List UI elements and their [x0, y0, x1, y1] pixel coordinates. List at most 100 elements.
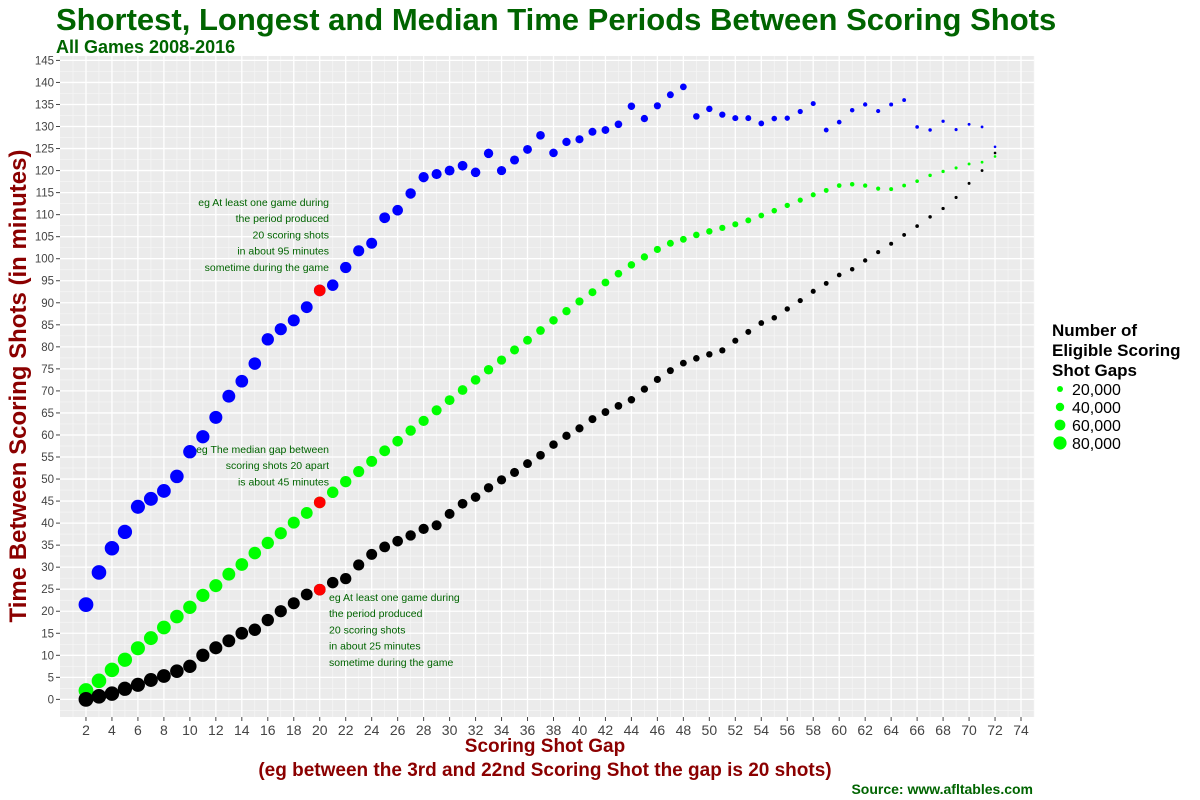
data-point-series-3	[340, 572, 352, 585]
legend-item-80000: 80,000	[1072, 436, 1121, 453]
data-point-series-3	[876, 250, 881, 255]
highlight-point	[313, 284, 326, 297]
data-point-series-2	[209, 579, 223, 593]
data-point-series-1	[222, 389, 236, 403]
data-point-series-1	[379, 212, 391, 224]
data-point-series-3	[523, 459, 532, 469]
data-point-series-1	[91, 565, 107, 580]
annotation-3-line: the period produced	[329, 608, 423, 620]
annotation-2-line: scoring shots 20 apart	[226, 460, 329, 472]
data-point-series-3	[706, 351, 713, 358]
data-point-series-3	[483, 483, 494, 493]
y-tick-label: 25	[41, 584, 54, 596]
data-point-series-1	[392, 204, 403, 216]
x-tick-label: 12	[208, 722, 224, 738]
y-tick-label: 90	[41, 298, 54, 310]
data-point-series-1	[902, 98, 907, 102]
data-point-series-3	[78, 691, 94, 707]
data-point-series-3	[157, 669, 171, 683]
x-tick-label: 58	[805, 722, 821, 738]
data-point-series-1	[745, 115, 752, 122]
data-point-series-2	[915, 179, 919, 183]
data-point-series-3	[771, 314, 778, 321]
y-tick-label: 45	[41, 496, 54, 508]
data-point-series-3	[379, 541, 391, 553]
legend-item-20000: 20,000	[1072, 382, 1121, 399]
chart-subtitle: All Games 2008-2016	[56, 37, 235, 57]
annotation-2-line: is about 45 minutes	[238, 476, 329, 488]
y-tick-label: 95	[41, 276, 54, 288]
data-point-series-1	[183, 445, 197, 459]
data-point-series-1	[536, 130, 545, 140]
data-point-series-1	[719, 111, 726, 118]
data-point-series-1	[444, 165, 455, 176]
data-point-series-2	[967, 162, 971, 166]
data-point-series-1	[601, 126, 610, 134]
y-tick-label: 105	[35, 232, 54, 244]
y-tick-label: 0	[48, 694, 54, 706]
data-point-series-3	[366, 548, 378, 560]
data-point-series-2	[627, 261, 636, 269]
data-point-series-3	[496, 475, 507, 485]
data-point-series-2	[287, 516, 300, 529]
data-point-series-1	[274, 323, 287, 336]
data-point-series-2	[523, 335, 532, 345]
data-point-series-2	[784, 202, 790, 209]
data-point-series-2	[536, 326, 545, 335]
data-point-series-1	[366, 237, 378, 249]
data-point-series-1	[836, 119, 842, 125]
data-point-series-1	[797, 108, 803, 115]
x-tick-label: 70	[961, 722, 977, 738]
data-point-series-3	[510, 467, 520, 477]
x-tick-label: 32	[468, 722, 484, 738]
legend-key-dot	[1054, 419, 1066, 431]
data-point-series-1	[235, 374, 249, 388]
legend-key-dot	[1055, 402, 1065, 412]
data-point-series-1	[928, 128, 932, 132]
data-point-series-1	[941, 119, 945, 123]
data-point-series-2	[653, 245, 661, 254]
data-point-series-3	[549, 440, 558, 449]
data-point-series-3	[274, 605, 287, 618]
data-point-series-3	[353, 559, 365, 571]
data-point-series-1	[889, 102, 894, 107]
x-axis-label: Scoring Shot Gap	[465, 736, 625, 757]
highlight-point	[313, 583, 326, 596]
data-point-series-2	[91, 673, 107, 689]
data-point-series-1	[954, 128, 958, 132]
data-point-series-2	[222, 567, 236, 581]
annotation-1-line: the period produced	[236, 213, 330, 225]
x-tick-label: 52	[728, 722, 744, 738]
data-point-series-3	[627, 395, 636, 404]
data-point-series-1	[810, 101, 816, 107]
data-point-series-2	[719, 224, 726, 231]
data-point-series-2	[470, 375, 481, 385]
data-point-series-3	[954, 195, 958, 200]
x-tick-label: 10	[182, 722, 198, 738]
data-point-series-3	[745, 328, 752, 335]
data-points	[78, 83, 997, 707]
data-point-series-3	[588, 415, 597, 424]
data-point-series-3	[418, 523, 429, 534]
x-tick-label: 16	[260, 722, 276, 738]
data-point-series-3	[104, 686, 120, 701]
data-point-series-3	[889, 241, 894, 246]
data-point-series-1	[470, 167, 481, 178]
legend-keys	[1053, 386, 1067, 450]
data-point-series-1	[457, 160, 468, 171]
data-point-series-1	[693, 113, 700, 120]
data-point-series-1	[915, 125, 919, 129]
data-point-series-2	[496, 355, 507, 365]
data-point-series-1	[614, 120, 623, 129]
data-point-series-2	[157, 620, 171, 635]
data-point-series-3	[457, 498, 468, 509]
data-point-series-3	[235, 626, 249, 640]
data-point-series-2	[954, 166, 958, 170]
x-tick-label: 72	[987, 722, 1003, 738]
data-point-series-3	[248, 623, 262, 637]
data-point-series-1	[575, 135, 584, 144]
y-axis-label: Time Between Scoring Shots (in minutes)	[5, 150, 32, 623]
data-point-series-3	[91, 688, 107, 704]
annotation-3-line: sometime during the game	[329, 657, 453, 669]
y-tick-label: 80	[41, 342, 54, 354]
